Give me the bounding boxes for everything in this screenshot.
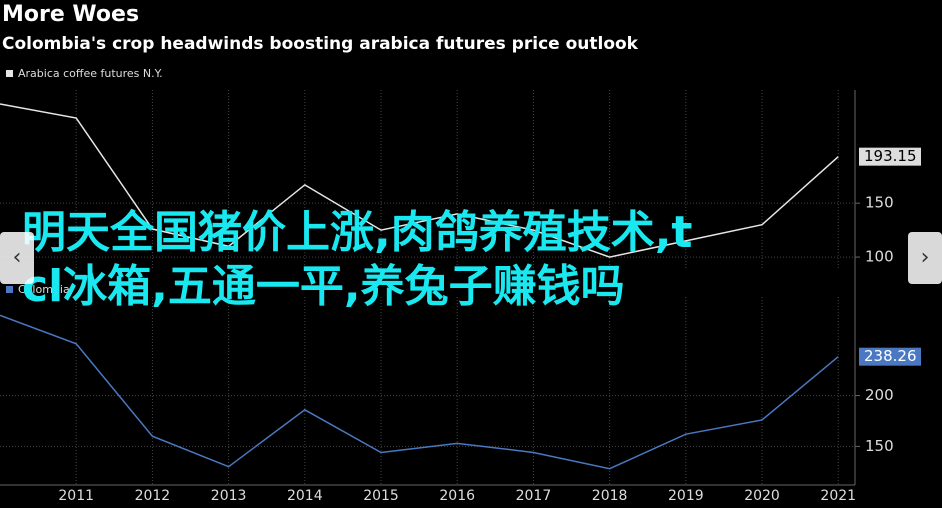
x-tick-label: 2016 [439,488,475,504]
x-tick-label: 2019 [668,488,704,504]
last-value-box [859,147,921,166]
overlay-line: 明天全国猪价上涨,肉鸽养殖技术,t [22,207,693,258]
prev-arrow[interactable]: ‹ [0,232,34,284]
legend-label: Arabica coffee futures N.Y. [18,67,163,80]
legend-swatch [6,286,13,293]
legend-swatch [6,70,13,77]
overlay-line: cl冰箱,五通一平,养兔子赚钱吗 [22,261,625,312]
x-tick-label: 2020 [744,488,780,504]
last-value-label: 238.26 [864,347,917,365]
line [0,314,839,470]
x-tick-label: 2011 [58,488,94,504]
x-tick-label: 2018 [592,488,628,504]
title: More Woes [2,2,139,27]
y-tick-label: 150 [865,437,894,455]
x-tick-label: 2014 [287,488,323,504]
legend-label: Colombia [18,283,70,296]
x-tick-label: 2012 [135,488,171,504]
last-value-box [859,347,921,366]
x-tick-label: 2013 [211,488,247,504]
overlay-text: 明天全国猪价上涨,肉鸽养殖技术,t cl冰箱,五通一平,养兔子赚钱吗 [22,206,692,314]
line [0,103,839,258]
next-arrow[interactable]: › [908,232,942,284]
y-tick-label: 150 [865,194,894,212]
y-tick-label: 100 [865,248,894,266]
x-tick-label: 2017 [516,488,552,504]
last-value-label: 193.15 [864,147,917,165]
subtitle: Colombia's crop headwinds boosting arabi… [2,34,639,54]
y-tick-label: 200 [865,386,894,404]
x-tick-label: 2015 [363,488,399,504]
x-tick-label: 2021 [820,488,856,504]
